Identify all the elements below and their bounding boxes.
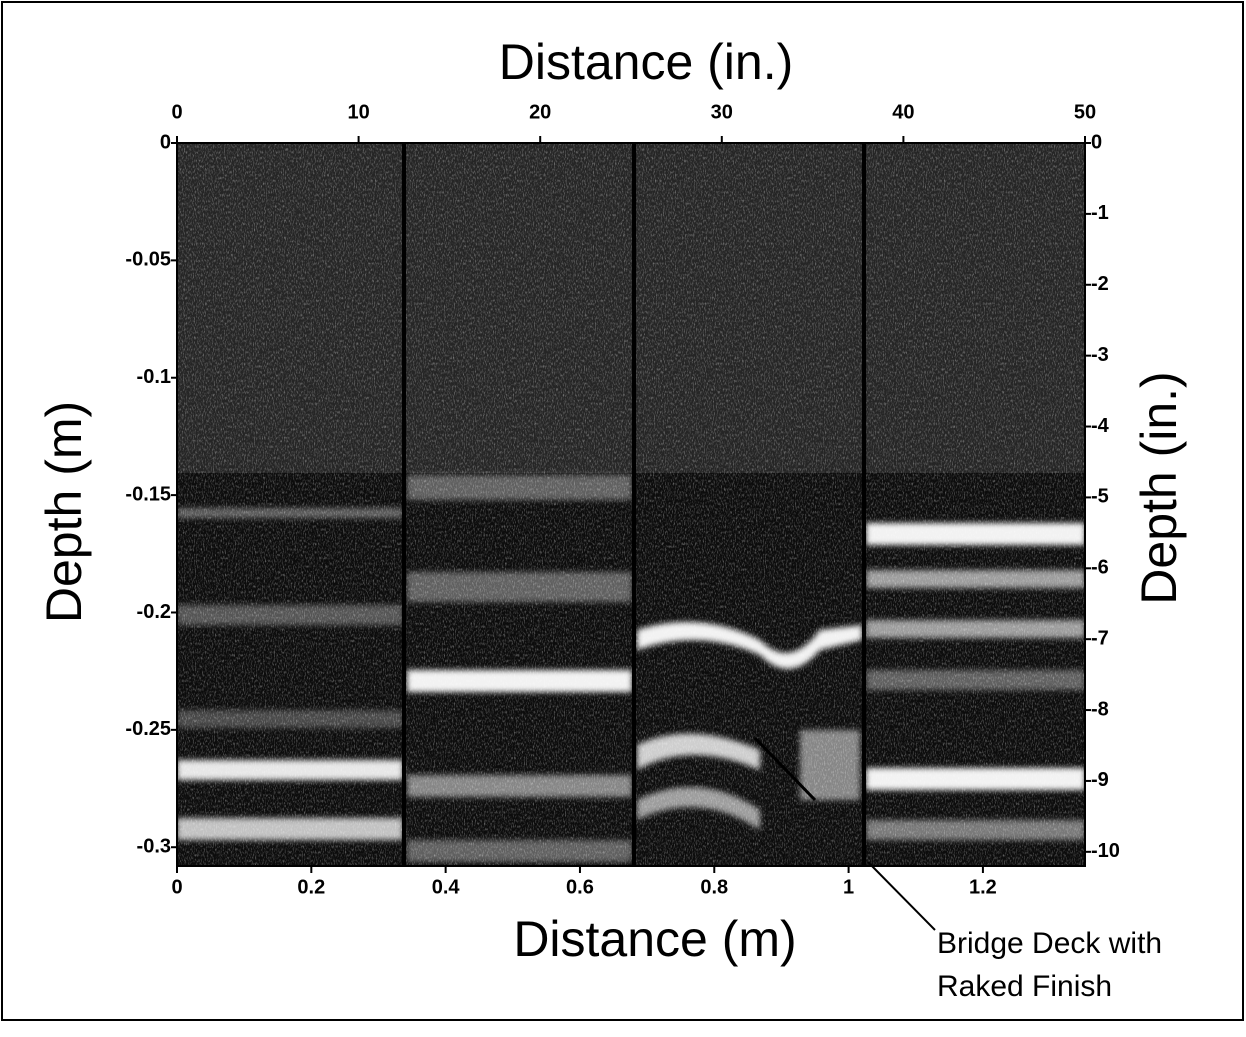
y2-tick-label: 0 [1091,131,1102,153]
x-axis-title: Distance (m) [513,911,796,967]
y2-tick-label: -3 [1091,344,1109,366]
y-axis-title: Depth (m) [36,401,92,623]
annotation-leader [867,861,936,931]
y-tick-label: 0 [160,131,171,153]
x2-tick-label: 30 [711,101,733,123]
x2-tick-label: 20 [529,101,551,123]
y2-tick-label: -2 [1091,273,1109,295]
y-tick-label: -0.3 [137,836,171,858]
y2-tick-label: -5 [1091,486,1109,508]
radargram [177,143,1085,866]
y-tick-label: -0.1 [137,366,171,388]
top-axis-title: Distance (in.) [499,34,794,90]
y2-tick-label: -7 [1091,627,1109,649]
x-tick-label: 0.4 [432,876,461,898]
x-tick-label: 0 [171,876,182,898]
x-tick-label: 0.8 [700,876,728,898]
y2-tick-label: -1 [1091,202,1109,224]
x2-tick-label: 10 [347,101,369,123]
x-tick-label: 1 [843,876,854,898]
x2-tick-label: 0 [171,101,182,123]
y2-tick-label: -9 [1091,769,1109,791]
plot-border [176,142,1086,867]
y2-tick-label: -8 [1091,698,1109,720]
y-tick-label: -0.15 [125,483,171,505]
x-tick-label: 1.2 [969,876,997,898]
x-tick-label: 0.6 [566,876,594,898]
annotation: Raked Finish [937,970,1112,1003]
y2-axis-title: Depth (in.) [1131,371,1187,604]
x-tick-label: 0.2 [297,876,325,898]
x2-tick-label: 40 [892,101,914,123]
y2-tick-label: -6 [1091,557,1109,579]
y-tick-label: -0.2 [137,601,171,623]
y2-tick-label: -4 [1091,415,1110,437]
y-tick-label: -0.25 [125,718,171,740]
x2-tick-label: 50 [1074,101,1096,123]
y-tick-label: -0.05 [125,249,171,271]
annotation: Bridge Deck with [937,927,1162,960]
y2-tick-label: -10 [1091,840,1120,862]
